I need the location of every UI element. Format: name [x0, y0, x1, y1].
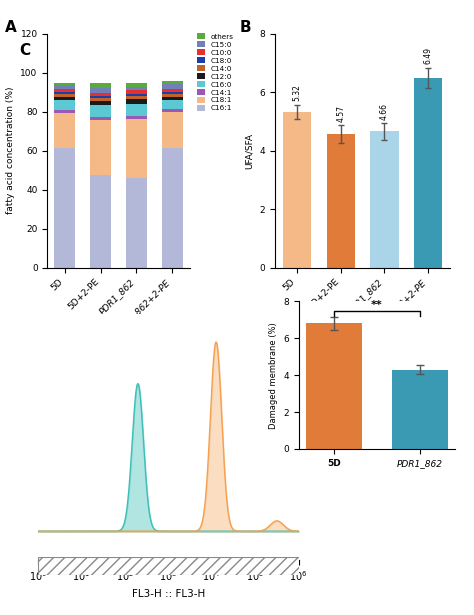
Bar: [90, 96, 111, 98]
Bar: [126, 82, 147, 87]
Bar: [54, 89, 75, 92]
Bar: [162, 109, 183, 112]
Legend: others, C15:0, C10:0, C18:0, C14:0, C12:0, C16:0, C14:1, C18:1, C16:1: others, C15:0, C10:0, C18:0, C14:0, C12:…: [196, 33, 234, 112]
Bar: [126, 97, 147, 99]
Bar: [54, 94, 75, 97]
Bar: [54, 148, 75, 268]
Bar: [126, 119, 147, 178]
Bar: [90, 119, 111, 175]
Bar: [90, 98, 111, 101]
Bar: [162, 89, 183, 92]
Bar: [162, 81, 183, 84]
Bar: [162, 100, 183, 109]
Bar: [90, 105, 111, 117]
Text: B: B: [240, 20, 252, 35]
Bar: [162, 97, 183, 100]
Bar: [90, 117, 111, 119]
Bar: [90, 88, 111, 93]
Bar: [126, 178, 147, 268]
Bar: [370, 132, 399, 268]
Bar: [392, 370, 448, 449]
Bar: [162, 148, 183, 268]
Bar: [90, 175, 111, 268]
Text: 4.66: 4.66: [380, 103, 389, 120]
Bar: [283, 112, 311, 268]
Bar: [126, 103, 147, 116]
Y-axis label: UFA/SFA: UFA/SFA: [245, 133, 254, 169]
Bar: [90, 93, 111, 96]
Bar: [126, 90, 147, 94]
Y-axis label: Damaged membrane (%): Damaged membrane (%): [269, 322, 278, 429]
Bar: [54, 97, 75, 100]
Bar: [126, 99, 147, 103]
Bar: [162, 94, 183, 97]
Text: **: **: [371, 300, 383, 310]
X-axis label: FL3-H :: FL3-H: FL3-H :: FL3-H: [132, 589, 205, 599]
Bar: [306, 323, 362, 449]
Bar: [90, 82, 111, 88]
Bar: [126, 94, 147, 97]
Bar: [54, 92, 75, 94]
Text: A: A: [5, 20, 17, 35]
Text: 5.32: 5.32: [292, 84, 301, 101]
Bar: [327, 134, 355, 268]
Bar: [162, 92, 183, 94]
Bar: [162, 84, 183, 89]
Text: 6.49: 6.49: [424, 47, 433, 64]
Bar: [90, 101, 111, 105]
Bar: [54, 110, 75, 113]
Bar: [126, 87, 147, 90]
Y-axis label: fatty acid concentration (%): fatty acid concentration (%): [6, 87, 15, 215]
Bar: [54, 85, 75, 89]
Bar: [54, 113, 75, 148]
Text: 4.57: 4.57: [336, 105, 345, 122]
Text: C: C: [19, 43, 30, 58]
Bar: [126, 116, 147, 119]
Bar: [414, 78, 442, 268]
Bar: [54, 82, 75, 85]
Bar: [162, 112, 183, 148]
Bar: [54, 100, 75, 110]
